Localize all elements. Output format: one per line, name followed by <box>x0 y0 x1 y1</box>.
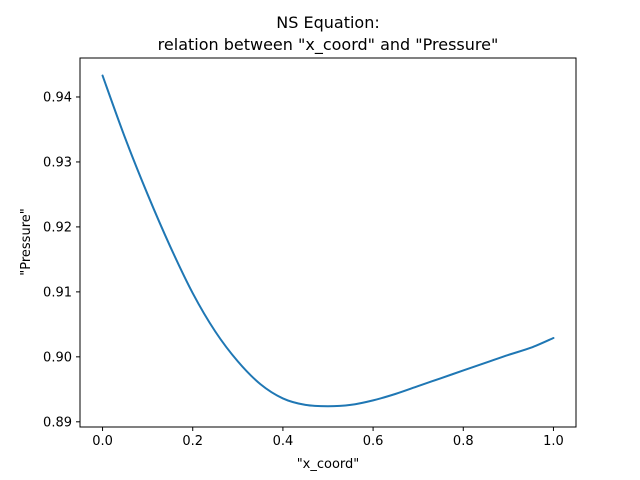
y-tick-label: 0.89 <box>43 415 72 430</box>
y-axis-label: "Pressure" <box>19 208 34 275</box>
y-tick-label: 0.94 <box>43 90 72 105</box>
chart-title-line-2: relation between "x_coord" and "Pressure… <box>158 35 499 55</box>
x-tick-label: 0.6 <box>363 434 384 449</box>
x-tick-label: 0.0 <box>92 434 113 449</box>
x-tick-label: 0.4 <box>273 434 294 449</box>
plot-area <box>80 58 576 427</box>
x-axis-label: "x_coord" <box>297 457 360 472</box>
y-tick-label: 0.92 <box>43 220 72 235</box>
y-axis-ticks: 0.89 0.90 0.91 0.92 0.93 0.94 <box>43 90 80 430</box>
x-axis-ticks: 0.0 0.2 0.4 0.6 0.8 1.0 <box>92 427 564 449</box>
plot-frame <box>79 57 577 428</box>
series-layer <box>101 74 555 408</box>
y-tick-label: 0.91 <box>43 285 72 300</box>
series-line <box>101 74 555 408</box>
x-tick-label: 0.8 <box>453 434 474 449</box>
x-tick-label: 1.0 <box>543 434 564 449</box>
x-tick-label: 0.2 <box>182 434 203 449</box>
y-tick-label: 0.93 <box>43 155 72 170</box>
chart-title-line-1: NS Equation: <box>276 13 379 32</box>
y-tick-label: 0.90 <box>43 350 72 365</box>
